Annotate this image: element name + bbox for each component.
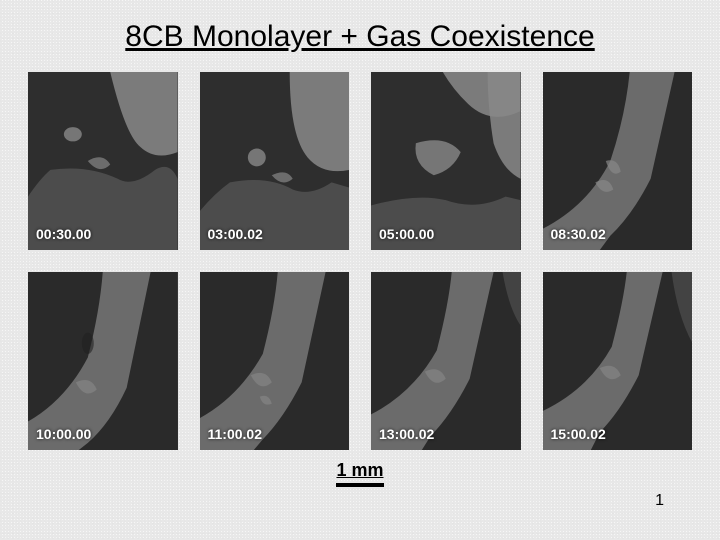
timestamp-label: 08:30.02 — [551, 226, 606, 242]
microscopy-panel: 11:00.02 — [200, 272, 350, 450]
microscopy-panel: 15:00.02 — [543, 272, 693, 450]
timestamp-label: 00:30.00 — [36, 226, 91, 242]
microscopy-image — [371, 272, 521, 450]
microscopy-image — [543, 72, 693, 250]
timestamp-label: 15:00.02 — [551, 426, 606, 442]
microscopy-panel: 03:00.02 — [200, 72, 350, 250]
timestamp-label: 05:00.00 — [379, 226, 434, 242]
microscopy-image — [28, 272, 178, 450]
microscopy-panel: 00:30.00 — [28, 72, 178, 250]
timestamp-label: 13:00.02 — [379, 426, 434, 442]
microscopy-image — [28, 72, 178, 250]
timestamp-label: 11:00.02 — [208, 426, 263, 442]
scale-bar-label: 1 mm — [336, 460, 383, 480]
microscopy-panel: 05:00.00 — [371, 72, 521, 250]
microscopy-image — [371, 72, 521, 250]
microscopy-image — [200, 272, 350, 450]
microscopy-panel: 08:30.02 — [543, 72, 693, 250]
microscopy-panel: 13:00.02 — [371, 272, 521, 450]
panel-grid: 00:30.00 03:00.02 05:00.00 08:30.02 — [0, 72, 720, 450]
microscopy-image — [543, 272, 693, 450]
scale-bar-line — [336, 483, 384, 487]
figure-title: 8CB Monolayer + Gas Coexistence — [0, 0, 720, 72]
microscopy-image — [200, 72, 350, 250]
page-number: 1 — [655, 492, 664, 510]
scale-bar: 1 mm — [0, 460, 720, 487]
timestamp-label: 10:00.00 — [36, 426, 91, 442]
timestamp-label: 03:00.02 — [208, 226, 263, 242]
microscopy-panel: 10:00.00 — [28, 272, 178, 450]
